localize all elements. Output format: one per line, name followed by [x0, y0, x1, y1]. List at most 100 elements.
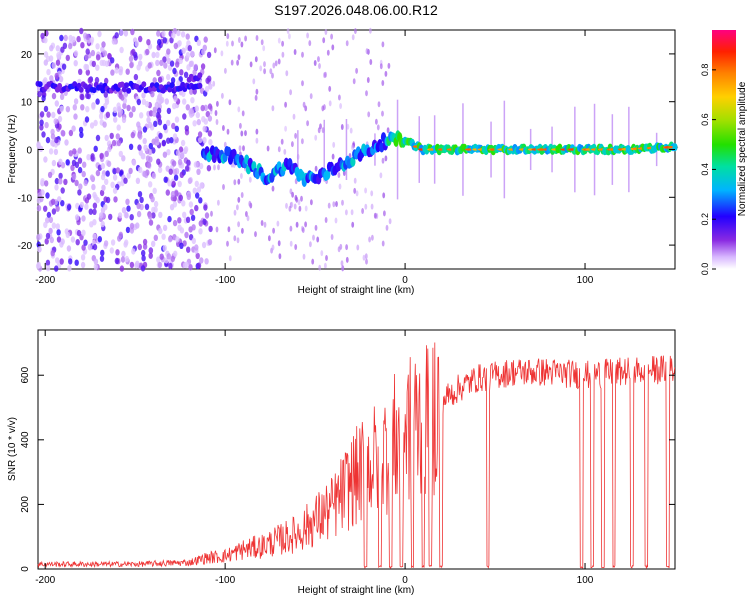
- spectrogram-cell: [139, 112, 144, 119]
- spectrogram-cell: [195, 111, 200, 119]
- spectrogram-cell: [184, 165, 190, 172]
- spectrogram-cell: [355, 67, 358, 74]
- spectrogram-cell: [137, 243, 142, 251]
- spectrogram-cell: [381, 80, 385, 86]
- spectrogram-cell: [61, 63, 67, 70]
- spectrogram-cell: [175, 61, 180, 68]
- spectrogram-cell: [167, 236, 173, 243]
- spectrogram-cell: [196, 186, 202, 193]
- spectrogram-cell: [369, 27, 372, 34]
- spectrogram-cell: [44, 121, 49, 129]
- spectrogram-cell: [56, 236, 62, 243]
- spectrogram-cell: [87, 244, 93, 251]
- spectrogram-cell: [95, 134, 101, 142]
- spectrogram-cell: [92, 202, 98, 209]
- spectrogram-cell: [124, 82, 129, 89]
- spectrogram-cell: [323, 104, 326, 111]
- figure-title: S197.2026.048.06.00.R12: [274, 2, 438, 18]
- spectrogram-cell: [36, 205, 42, 212]
- spectrogram-cell: [162, 151, 168, 158]
- spectrogram-cell: [266, 145, 270, 152]
- spectrogram-cell: [100, 87, 106, 94]
- spectrogram-cell: [39, 119, 44, 126]
- spectrogram-cell: [152, 110, 157, 117]
- spectrogram-x-tick-label: 0: [402, 275, 408, 286]
- spectrogram-cell: [38, 145, 44, 152]
- spectrogram-cell: [237, 221, 241, 228]
- spectrogram-cell: [169, 60, 175, 67]
- spectrogram-cell: [66, 204, 72, 211]
- spectrogram-cell: [128, 143, 134, 150]
- spectrogram-cell: [306, 32, 309, 39]
- snr-y-tick-label: 400: [20, 431, 31, 448]
- spectrogram-cell: [131, 248, 136, 255]
- snr-y-tick-label: 200: [20, 496, 31, 513]
- spectrogram-cell: [161, 30, 166, 37]
- spectrogram-cell: [383, 210, 386, 217]
- spectrogram-cell: [217, 164, 220, 171]
- spectrogram-cell: [157, 38, 162, 46]
- spectrogram-cell: [188, 60, 194, 68]
- spectrogram-cell: [147, 62, 152, 69]
- spectrogram-cell: [153, 120, 158, 128]
- spectrogram-cell: [53, 118, 58, 125]
- spectrogram-cell: [365, 258, 368, 265]
- spectrogram-cell: [311, 258, 315, 265]
- spectrogram-cell: [43, 37, 48, 44]
- spectrogram-cell: [141, 255, 146, 262]
- spectrogram-cell: [289, 89, 292, 96]
- spectrogram-cell: [225, 40, 229, 47]
- spectrogram-cell: [182, 211, 187, 218]
- spectrogram-cell: [328, 100, 332, 107]
- spectrogram-cell: [89, 122, 95, 129]
- spectrogram-cell: [207, 238, 213, 246]
- spectrogram-cell: [59, 93, 65, 101]
- spectrogram-cell: [77, 157, 83, 164]
- spectrogram-cell: [206, 165, 212, 172]
- spectrogram-cell: [54, 265, 59, 272]
- spectrogram-cell: [129, 227, 135, 234]
- spectrogram-cell: [297, 199, 301, 206]
- spectrogram-cell: [182, 98, 187, 105]
- spectrogram-cell: [136, 64, 141, 71]
- spectrogram-cell: [198, 197, 203, 204]
- spectrogram-cell: [77, 189, 82, 196]
- spectrogram-cell: [366, 77, 370, 83]
- spectrogram-cell: [230, 59, 234, 66]
- spectrogram-cell: [115, 133, 121, 140]
- spectrogram-cell: [137, 125, 142, 132]
- spectrogram-cell: [50, 133, 56, 140]
- spectrogram-cell: [222, 125, 225, 131]
- spectrogram-cell: [44, 180, 49, 187]
- spectrogram-cell: [126, 104, 131, 112]
- spectrogram-cell: [135, 260, 140, 267]
- spectrogram-cell: [194, 204, 199, 212]
- spectrogram-cell: [351, 221, 355, 228]
- spectrogram-cell: [183, 71, 189, 79]
- spectrogram-cell: [203, 204, 208, 211]
- spectrogram-cell: [159, 96, 165, 104]
- spectrogram-cell: [65, 159, 70, 166]
- spectrogram-cell: [107, 145, 112, 153]
- snr-x-tick-label: 0: [402, 575, 408, 586]
- spectrogram-cell: [203, 118, 208, 125]
- spectrogram-cell: [385, 224, 389, 231]
- spectrogram-cell: [204, 212, 210, 219]
- spectrogram-cell: [56, 229, 61, 236]
- spectrogram-cell: [345, 119, 348, 180]
- spectrogram-cell: [78, 68, 83, 76]
- spectrogram-cell: [195, 252, 200, 260]
- spectrogram-cell: [137, 191, 143, 198]
- spectrogram-cell: [277, 146, 281, 153]
- spectrogram-cell: [198, 136, 203, 144]
- spectrogram-cell: [350, 209, 354, 216]
- spectrogram-cell: [80, 254, 86, 261]
- spectrogram-cell: [65, 54, 71, 62]
- colorbar-tick-label: 0.8: [700, 64, 710, 77]
- spectrogram-cell: [146, 39, 151, 46]
- spectrogram-cell: [180, 31, 186, 38]
- colorbar-tick-label: 0.0: [700, 263, 710, 276]
- spectrogram-cell: [154, 136, 159, 143]
- spectrogram-cell: [67, 265, 72, 272]
- spectrogram-cell: [121, 207, 127, 214]
